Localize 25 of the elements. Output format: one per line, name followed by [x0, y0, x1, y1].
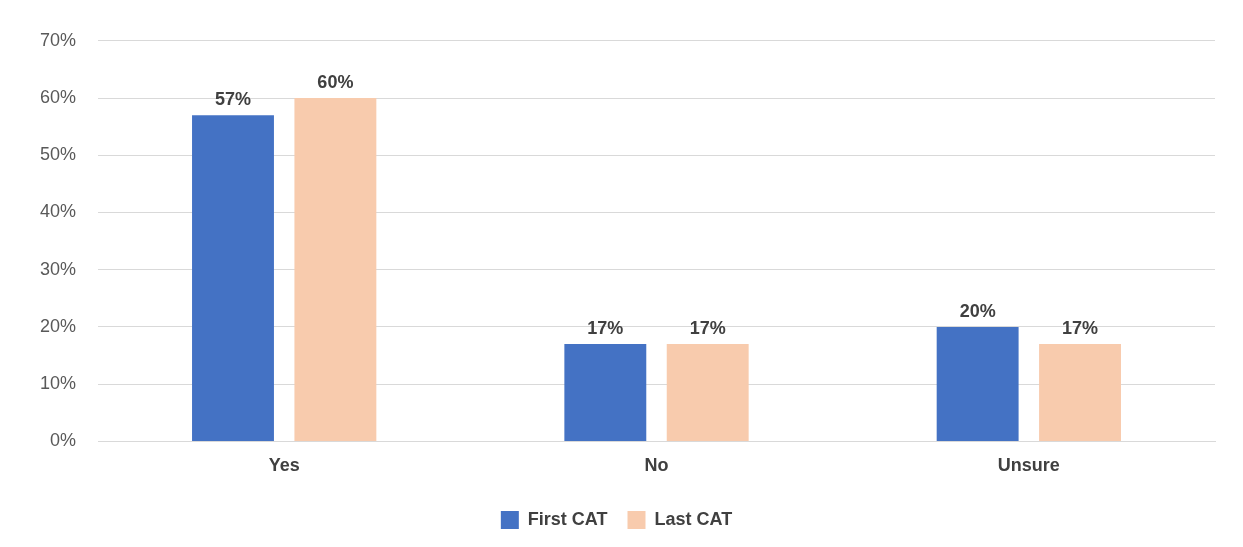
y-tick-label: 20% [40, 315, 77, 336]
bar [294, 98, 377, 441]
bar [1039, 344, 1121, 441]
bar [666, 344, 749, 441]
legend-label: Last CAT [654, 508, 733, 529]
legend-label: First CAT [527, 508, 608, 529]
y-tick-label: 0% [50, 430, 77, 451]
bar [936, 326, 1019, 441]
data-label: 60% [317, 72, 354, 92]
y-tick-label: 50% [40, 144, 77, 165]
data-label: 17% [587, 318, 624, 339]
x-tick-label: Yes [268, 455, 300, 476]
data-label: 20% [959, 300, 996, 321]
x-tick-label: Unsure [997, 455, 1060, 476]
y-tick-label: 10% [40, 373, 77, 394]
y-tick-label: 70% [40, 29, 77, 50]
y-tick-label: 40% [40, 201, 77, 222]
x-tick-label: No [644, 455, 669, 476]
y-tick-label: 60% [40, 87, 77, 107]
bar [192, 115, 274, 441]
bar [564, 344, 647, 441]
y-tick-label: 30% [40, 258, 77, 279]
data-label: 17% [1062, 318, 1099, 339]
data-label: 17% [689, 318, 726, 339]
data-label: 57% [214, 89, 252, 110]
